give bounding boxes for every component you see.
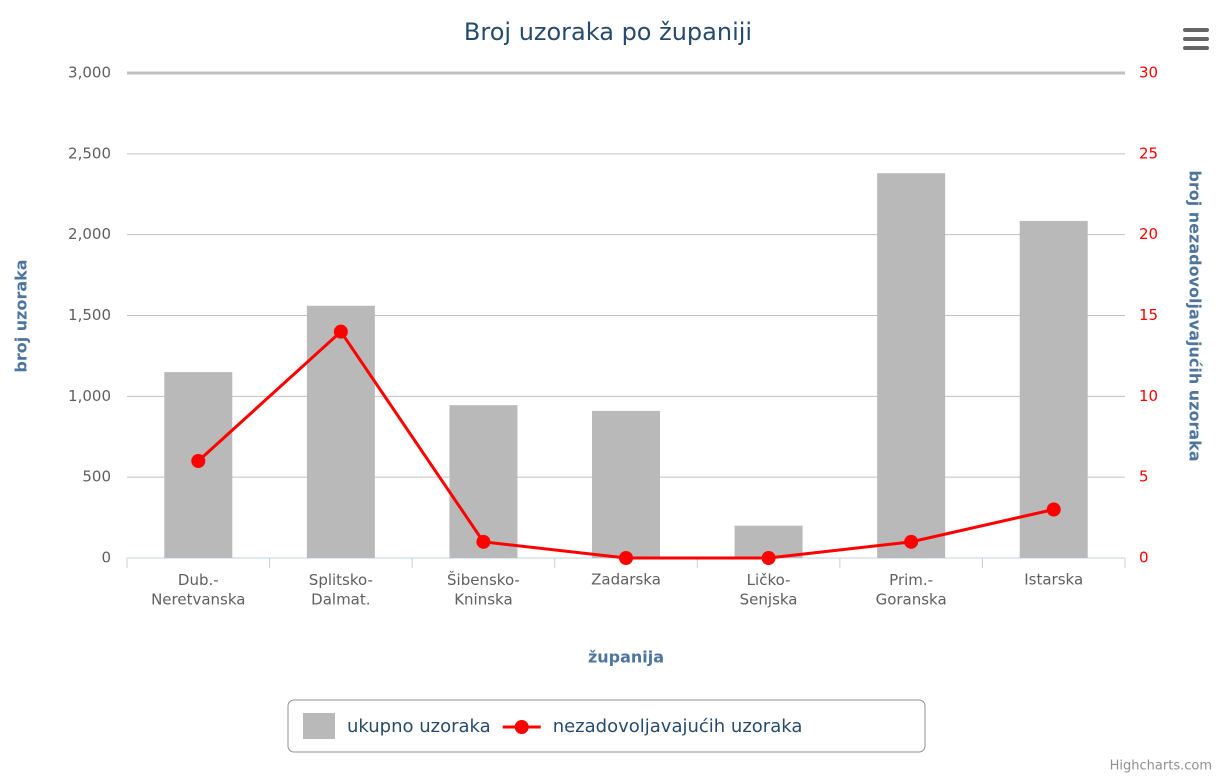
point <box>761 551 776 565</box>
x-tick-label: Dub.-Neretvanska <box>151 571 245 609</box>
x-axis-title: županija <box>588 648 664 667</box>
legend-box <box>287 699 926 753</box>
x-tick-label: Šibensko-Kninska <box>447 570 520 609</box>
bar <box>877 173 946 558</box>
menu-bar <box>1183 28 1209 32</box>
y2-axis-title: broj nezadovoljavajućih uzoraka <box>1186 170 1205 461</box>
x-tick-label: Zadarska <box>591 571 661 589</box>
y-axis-title: broj uzoraka <box>12 259 31 372</box>
y2-tick-label: 20 <box>1139 225 1158 243</box>
y2-tick-label: 30 <box>1139 64 1158 82</box>
y2-tick-label: 10 <box>1139 387 1158 405</box>
y-tick-label: 2,000 <box>68 225 111 243</box>
point <box>904 534 919 549</box>
point <box>191 454 206 468</box>
legend-symbol <box>303 713 335 739</box>
legend-label: ukupno uzoraka <box>347 716 491 737</box>
x-tick-label: Prim.-Goranska <box>876 571 947 609</box>
legend-label: nezadovoljavajućih uzoraka <box>553 716 803 737</box>
credits: Highcharts.com <box>1110 759 1212 774</box>
y2-tick-label: 25 <box>1139 144 1158 162</box>
menu-button[interactable] <box>1183 28 1209 50</box>
legend-symbol <box>514 720 529 734</box>
chart-title: Broj uzoraka po županiji <box>464 18 752 46</box>
y-tick-label: 1,000 <box>68 387 111 405</box>
x-tick-label: Ličko-Senjska <box>740 571 798 609</box>
y-tick-label: 3,000 <box>68 64 111 82</box>
point <box>619 551 633 565</box>
menu-bar <box>1183 37 1209 41</box>
y-tick-label: 0 <box>101 549 111 567</box>
bar <box>1019 220 1088 559</box>
bar <box>592 410 660 558</box>
y2-tick-label: 0 <box>1139 549 1149 567</box>
y-tick-label: 2,500 <box>68 144 111 162</box>
menu-bar <box>1183 46 1209 50</box>
y2-tick-label: 5 <box>1139 468 1149 486</box>
x-tick-label: Istarska <box>1024 571 1083 589</box>
y-tick-label: 500 <box>82 468 111 486</box>
y2-tick-label: 15 <box>1139 306 1158 324</box>
bar <box>306 305 375 558</box>
point <box>1046 502 1061 517</box>
point <box>476 534 491 549</box>
bar <box>449 405 518 558</box>
x-tick-label: Splitsko-Dalmat. <box>309 571 373 609</box>
y-tick-label: 1,500 <box>68 306 111 324</box>
point <box>333 324 348 339</box>
